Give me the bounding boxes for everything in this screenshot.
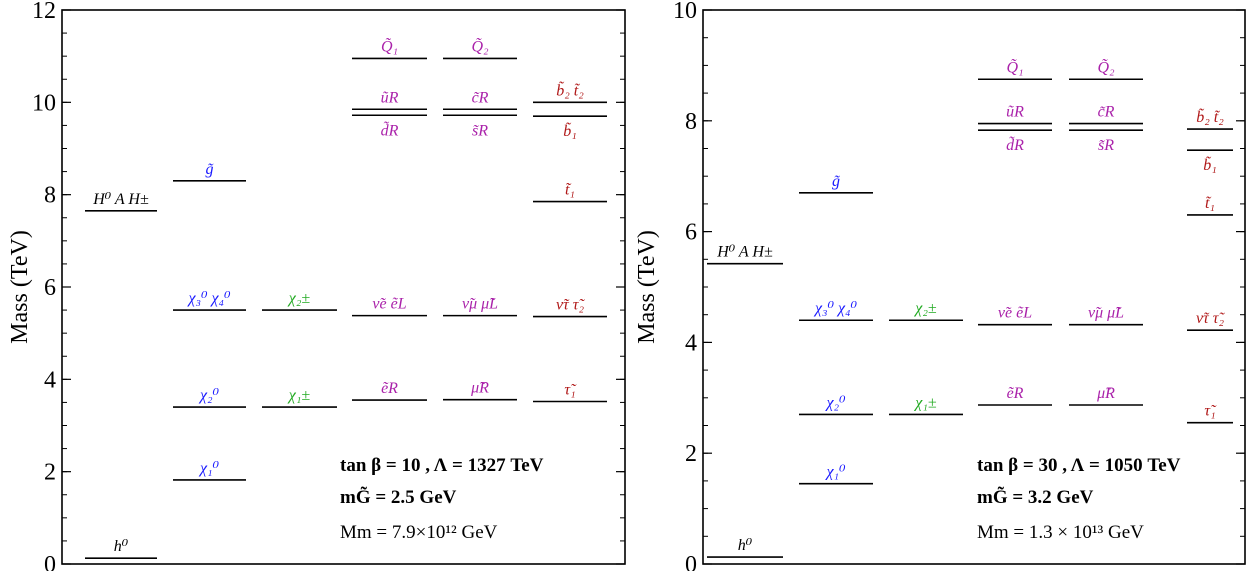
particle-label: χ₃⁰ χ₄⁰ (186, 290, 231, 307)
particle-label: ẽR (1007, 385, 1024, 402)
y-axis-label: Mass (TeV) (7, 230, 33, 344)
particle-label: ũR (381, 89, 399, 106)
particle-label: ν̃τ τ̃₂ (1196, 310, 1226, 327)
particle-label: Q̃₁ (381, 38, 398, 56)
particle-label: χ₃⁰ χ₄⁰ (813, 300, 858, 317)
particle-label: χ₁± (913, 394, 937, 411)
y-tick-label: 2 (44, 460, 56, 486)
particle-label: χ₁± (287, 387, 311, 404)
particle-label: ν̃τ τ̃₂ (556, 297, 586, 314)
particle-label: d̃R (381, 121, 399, 139)
particle-label: ν̃e ẽL (372, 296, 406, 313)
particle-label: b̃₁ (563, 122, 577, 140)
particle-label: χ₂± (287, 290, 311, 307)
particle-label: s̃R (472, 122, 488, 139)
annotation-tanbeta-lambda: tan β = 30 , Λ = 1050 TeV (977, 455, 1181, 476)
particle-label: μ̃R (470, 380, 489, 397)
particle-label: χ₁⁰ (824, 464, 846, 481)
particle-label: t̃₁ (565, 182, 575, 199)
particle-label: χ₂⁰ (824, 394, 846, 411)
particle-label: ν̃μ μ̃L (462, 296, 498, 313)
particle-label: ũR (1006, 104, 1024, 121)
particle-label: d̃R (1006, 136, 1024, 154)
particle-label: ẽR (381, 380, 398, 397)
particle-label: b̃₂ t̃₂ (556, 81, 584, 99)
y-tick-label: 10 (32, 90, 56, 116)
particle-label: τ̃₁ (564, 381, 577, 398)
particle-label: g̃ (832, 173, 841, 190)
particle-label: g̃ (206, 161, 215, 178)
particle-label: b̃₁ (1203, 156, 1217, 174)
particle-label: χ₂± (913, 300, 937, 317)
particle-label: Q̃₁ (1006, 59, 1023, 77)
y-tick-label: 0 (44, 552, 56, 571)
particle-label: s̃R (1098, 137, 1114, 154)
particle-label: H⁰ A H± (716, 244, 773, 261)
annotation-tanbeta-lambda: tan β = 10 , Λ = 1327 TeV (340, 455, 544, 476)
particle-label: χ₁⁰ (198, 460, 220, 477)
plot-frame (61, 9, 626, 565)
particle-label: ν̃μ μ̃L (1088, 305, 1124, 322)
particle-label: H⁰ A H± (92, 191, 149, 208)
annotation-gravitino-mass: mG̃ = 3.2 GeV (977, 487, 1094, 508)
y-tick-label: 8 (44, 183, 56, 209)
plot-frame (702, 9, 1246, 565)
y-tick-label: 0 (685, 552, 697, 571)
y-tick-label: 4 (685, 330, 697, 356)
particle-label: τ̃₁ (1204, 403, 1217, 420)
particle-label: b̃₂ t̃₂ (1196, 108, 1224, 126)
particle-label: Q̃₂ (471, 38, 489, 56)
y-tick-label: 2 (685, 441, 697, 467)
y-tick-label: 6 (44, 275, 56, 301)
particle-label: ν̃e ẽL (998, 305, 1032, 322)
annotation-messenger-mass: Mm = 1.3 × 10¹³ GeV (977, 522, 1144, 543)
particle-label: μ̃R (1096, 385, 1115, 402)
particle-label: h⁰ (738, 537, 753, 554)
y-tick-label: 12 (32, 0, 56, 24)
particle-label: c̃R (1098, 104, 1115, 121)
spectrum-panel-1: 0 2 4 6 8 10 12 Mass (TeV) H⁰ A H± h⁰ g̃ χ₃⁰ χ₄⁰ χ₂⁰… (7, 0, 626, 576)
particle-label: Q̃₂ (1097, 59, 1115, 77)
y-tick-label: 10 (673, 0, 697, 24)
particle-label: χ₂⁰ (198, 387, 220, 404)
y-tick-label: 8 (685, 109, 697, 135)
particle-label: t̃₁ (1205, 195, 1215, 212)
particle-label: c̃R (472, 89, 489, 106)
annotation-messenger-mass: Mm = 7.9×10¹² GeV (340, 522, 498, 543)
y-tick-label: 4 (44, 367, 56, 393)
y-tick-label: 6 (685, 220, 697, 246)
annotation-gravitino-mass: mG̃ = 2.5 GeV (340, 487, 457, 508)
spectrum-panel-2: 0 2 4 6 8 10 Mass (TeV) H⁰ A H± h⁰ g̃ χ₃⁰ χ₄⁰ χ₂⁰ χ₁… (634, 0, 1246, 576)
y-axis-label: Mass (TeV) (634, 230, 660, 344)
particle-label: h⁰ (114, 538, 129, 555)
